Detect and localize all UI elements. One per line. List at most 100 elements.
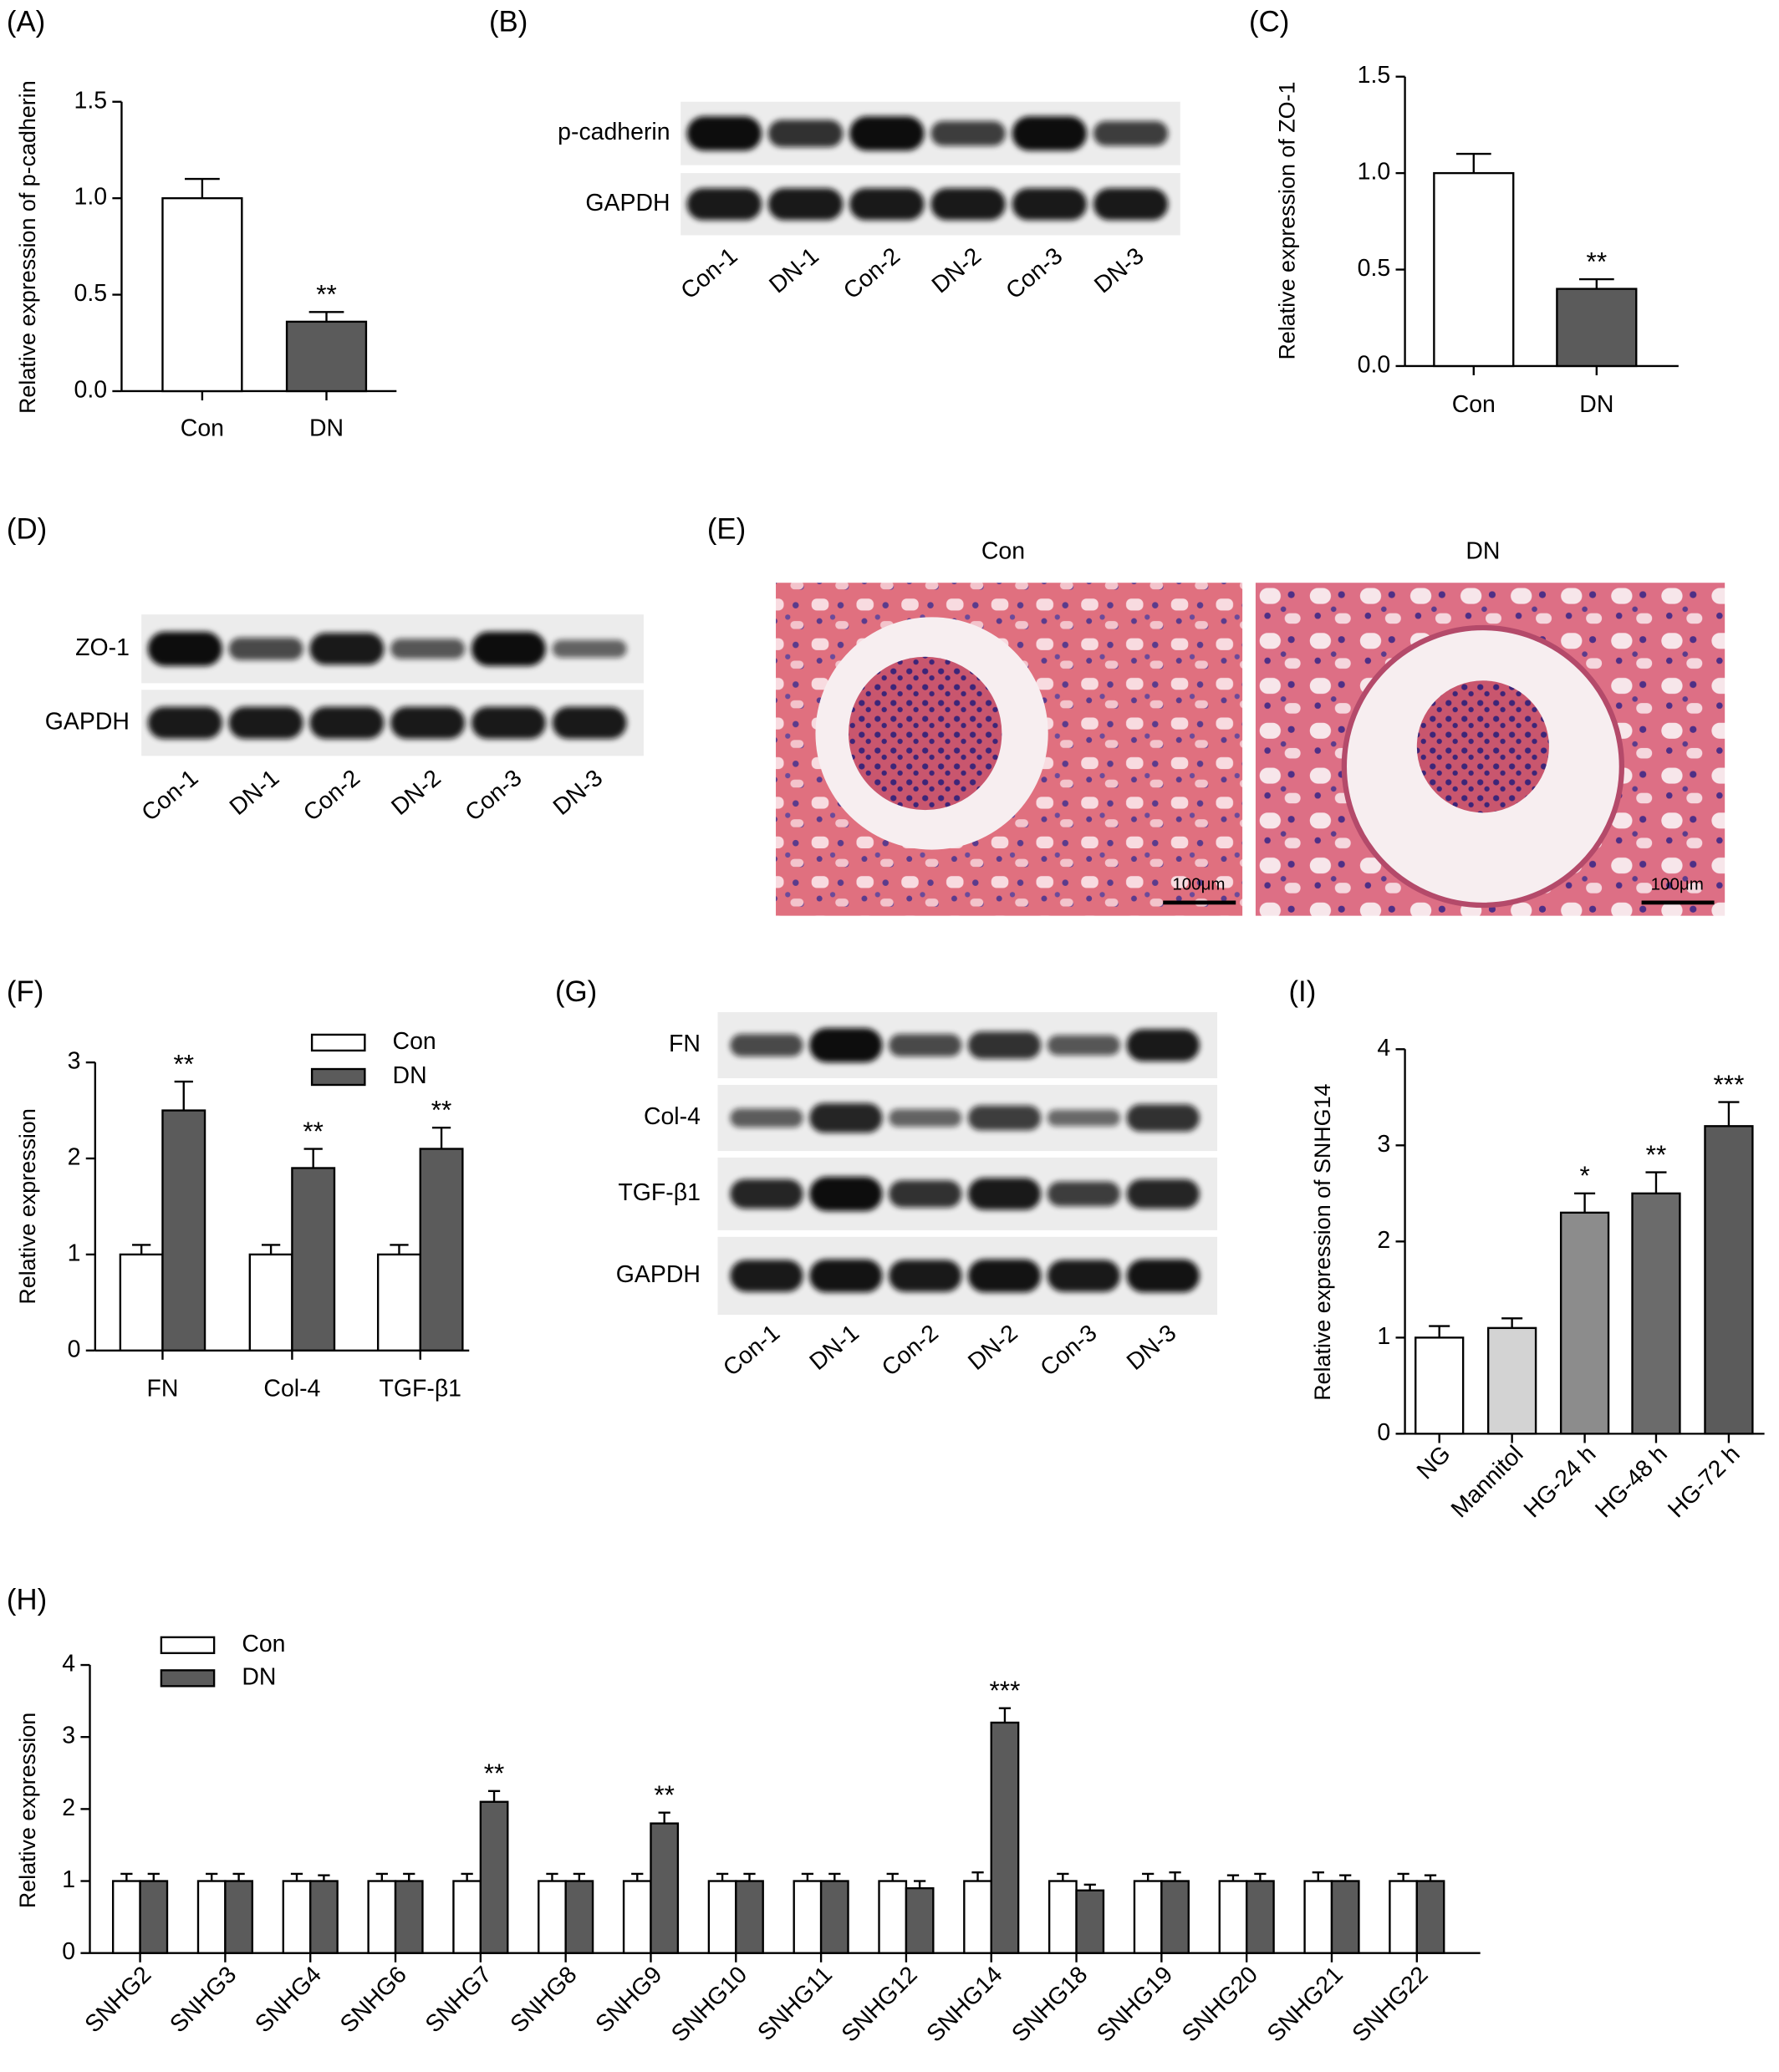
- legend-label: Con: [393, 1028, 436, 1055]
- y-tick-label: 0: [68, 1336, 81, 1362]
- x-tick-label: SNHG7: [421, 1961, 497, 2038]
- bar: [1303, 1880, 1333, 1954]
- x-tick-label: SNHG12: [837, 1961, 923, 2047]
- blot-band: [390, 639, 466, 659]
- bar: [419, 1148, 464, 1352]
- bar: [161, 1109, 206, 1352]
- bar: [479, 1800, 509, 1954]
- blot-band: [552, 639, 627, 658]
- blot-band: [1047, 1035, 1121, 1056]
- x-tick-label: Con: [181, 415, 224, 441]
- bar: [119, 1253, 164, 1352]
- image-title: Con: [981, 537, 1025, 564]
- x-tick-label: DN: [1579, 391, 1613, 418]
- y-tick-label: 1.5: [74, 87, 108, 114]
- blot-band: [147, 631, 222, 666]
- bar: [161, 196, 243, 393]
- x-tick-label: Con: [1452, 391, 1496, 418]
- blot-row-label: TGF-β1: [618, 1179, 701, 1206]
- x-tick-label: Col-4: [263, 1376, 320, 1403]
- x-tick-label: SNHG4: [250, 1961, 327, 2038]
- blot-band: [967, 1105, 1042, 1131]
- significance-label: **: [303, 1116, 324, 1146]
- bar: [1415, 1880, 1445, 1954]
- blot-band: [1047, 1181, 1121, 1207]
- y-tick-label: 0.0: [1358, 351, 1391, 378]
- blot-band: [767, 120, 844, 147]
- bar: [1704, 1125, 1754, 1435]
- panel-label: (C): [1249, 7, 1289, 38]
- lane-label: DN-3: [548, 765, 608, 821]
- lane-label: DN-3: [1089, 242, 1149, 298]
- bar: [452, 1880, 482, 1954]
- bar: [285, 320, 368, 393]
- x-tick-label: SNHG11: [752, 1961, 838, 2046]
- x-tick-label: TGF-β1: [379, 1376, 461, 1403]
- blot-band: [1047, 1260, 1121, 1292]
- blot-band: [849, 116, 925, 151]
- x-tick-label: SNHG2: [79, 1961, 156, 2038]
- blot-band: [1126, 1179, 1200, 1209]
- bar: [963, 1880, 992, 1954]
- bar: [376, 1253, 421, 1352]
- panel-label: (E): [707, 514, 746, 546]
- lane-label: Con-2: [877, 1320, 944, 1382]
- lane-label: DN-1: [225, 765, 284, 821]
- significance-label: ***: [1713, 1069, 1744, 1099]
- x-tick-label: SNHG9: [590, 1961, 667, 2038]
- x-tick-label: NG: [1412, 1441, 1456, 1485]
- blot-band: [730, 1260, 803, 1292]
- bar: [905, 1886, 935, 1954]
- x-tick-label: SNHG6: [335, 1961, 412, 2038]
- x-tick-label: SNHG3: [165, 1961, 242, 2038]
- blot-band: [228, 637, 303, 660]
- y-tick-label: 1.5: [1358, 62, 1391, 89]
- blot-band: [1126, 1029, 1200, 1061]
- bar: [309, 1880, 339, 1954]
- blot-band: [849, 188, 925, 221]
- y-axis-label: Relative expression of p-cadherin: [15, 80, 40, 414]
- bar: [1631, 1192, 1681, 1435]
- legend-label: Con: [242, 1631, 285, 1657]
- y-axis-label: Relative expression of ZO-1: [1275, 82, 1300, 360]
- blot-row-label: GAPDH: [45, 708, 130, 735]
- bar: [111, 1880, 141, 1954]
- legend-label: DN: [242, 1663, 276, 1690]
- blot-row-label: FN: [669, 1031, 701, 1057]
- panel-label: (G): [555, 976, 597, 1008]
- lane-label: DN-1: [804, 1320, 864, 1376]
- blot-band: [471, 631, 546, 666]
- significance-label: **: [484, 1758, 505, 1788]
- blot-band: [889, 1260, 962, 1292]
- lane-label: Con-2: [298, 765, 365, 827]
- significance-label: **: [316, 279, 337, 309]
- y-axis-label: Relative expression of SNHG14: [1310, 1083, 1335, 1400]
- blot-band: [967, 1178, 1042, 1210]
- lane-label: Con-2: [839, 242, 905, 304]
- legend-label: DN: [393, 1062, 427, 1089]
- blot-band: [1093, 188, 1169, 221]
- y-tick-label: 1: [1377, 1323, 1390, 1350]
- bar: [819, 1880, 849, 1954]
- bar: [1559, 1211, 1610, 1435]
- bar: [394, 1880, 424, 1954]
- lane-label: Con-1: [675, 242, 742, 304]
- blot-band: [1012, 188, 1088, 221]
- bar: [793, 1880, 823, 1954]
- bar: [1330, 1880, 1360, 1954]
- panel-label: (A): [7, 7, 45, 38]
- blot-band: [552, 706, 627, 739]
- x-tick-label: SNHG21: [1262, 1961, 1348, 2047]
- blot-band: [1093, 120, 1169, 146]
- scale-bar-label: 100μm: [1651, 875, 1704, 894]
- bar: [1556, 288, 1638, 368]
- panel-label: (I): [1288, 976, 1316, 1008]
- bar: [1389, 1880, 1418, 1954]
- y-tick-label: 1.0: [1358, 159, 1391, 186]
- y-tick-label: 0: [1377, 1419, 1390, 1446]
- y-tick-label: 4: [62, 1651, 75, 1677]
- bar: [139, 1880, 169, 1954]
- y-tick-label: 0.0: [74, 376, 108, 403]
- y-tick-label: 3: [1377, 1131, 1390, 1158]
